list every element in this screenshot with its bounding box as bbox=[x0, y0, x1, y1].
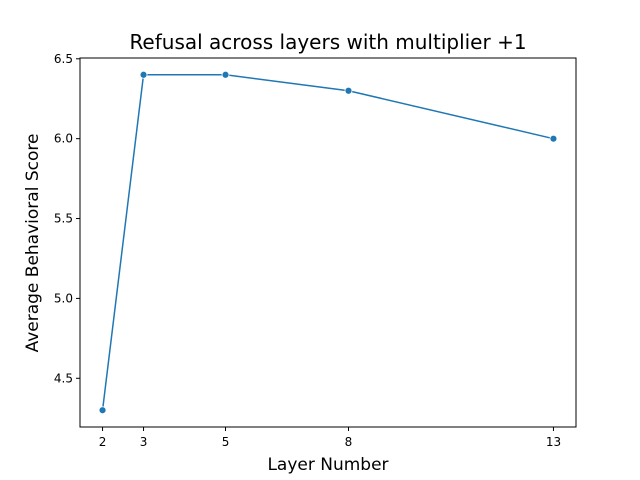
y-tick-label: 6.5 bbox=[54, 52, 73, 66]
chart-title: Refusal across layers with multiplier +1 bbox=[129, 30, 526, 54]
x-tick-label: 8 bbox=[345, 435, 353, 449]
y-tick-label: 5.0 bbox=[54, 291, 73, 305]
series-layer bbox=[98, 70, 558, 415]
data-point bbox=[139, 70, 148, 79]
y-axis: 4.5 5.0 5.5 6.0 6.5 bbox=[54, 52, 80, 385]
y-tick-label: 4.5 bbox=[54, 371, 73, 385]
plot-area-frame bbox=[79, 57, 577, 428]
y-axis-label: Average Behavioral Score bbox=[23, 134, 43, 353]
x-tick-label: 3 bbox=[140, 435, 148, 449]
data-point bbox=[98, 406, 107, 415]
x-axis-label: Layer Number bbox=[267, 455, 388, 475]
data-point bbox=[344, 86, 353, 95]
x-tick-label: 2 bbox=[99, 435, 107, 449]
x-axis: 2 3 5 8 13 bbox=[99, 427, 561, 449]
x-tick-label: 5 bbox=[222, 435, 230, 449]
data-point bbox=[549, 134, 558, 143]
y-tick-label: 6.0 bbox=[54, 132, 73, 146]
data-point bbox=[221, 70, 230, 79]
x-tick-label: 13 bbox=[546, 435, 561, 449]
series-line bbox=[101, 74, 554, 411]
y-tick-label: 5.5 bbox=[54, 212, 73, 226]
